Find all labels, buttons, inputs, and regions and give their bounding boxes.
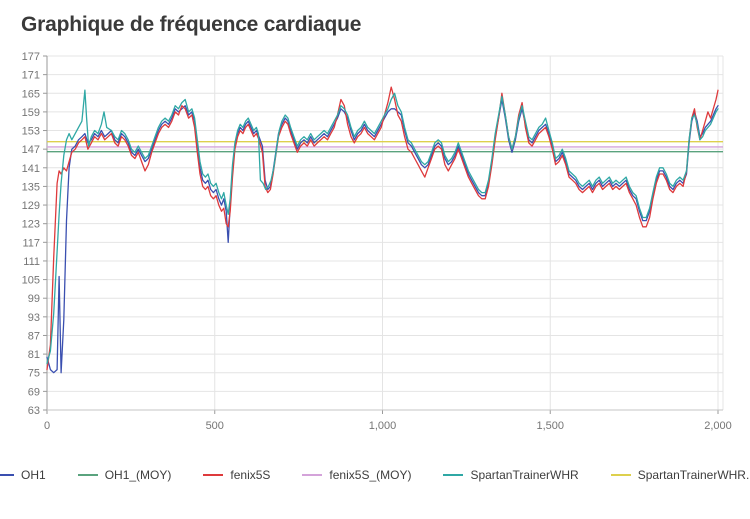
ytick-label-177: 177	[22, 51, 40, 63]
legend-item-fenix5s[interactable]: fenix5S	[203, 468, 270, 482]
legend-swatch-oh1-moy	[77, 474, 98, 476]
ytick-label-63: 63	[28, 405, 40, 417]
ytick-label-75: 75	[28, 368, 40, 380]
legend-label-fenix5s-moy: fenix5S_(MOY)	[329, 468, 412, 482]
legend-label-oh1: OH1	[21, 468, 46, 482]
legend-swatch-fenix5s	[203, 474, 224, 476]
legend-item-fenix5s-moy[interactable]: fenix5S_(MOY)	[302, 468, 411, 482]
legend-swatch-fenix5s-moy	[302, 474, 323, 476]
ytick-label-93: 93	[28, 312, 40, 324]
legend: OH1 OH1_(MOY) fenix5S fenix5S_(MOY) Spar…	[0, 468, 750, 482]
legend-label-spartantrainerwhr-moy: SpartanTrainerWHR...	[637, 468, 750, 482]
series-line-fenix5S	[46, 86, 719, 371]
legend-item-spartantrainerwhr-moy[interactable]: SpartanTrainerWHR...	[610, 468, 750, 482]
ytick-label-69: 69	[28, 386, 40, 398]
ytick-label-129: 129	[22, 200, 40, 212]
ytick-label-159: 159	[22, 107, 40, 119]
legend-label-fenix5s: fenix5S	[230, 468, 271, 482]
legend-item-spartantrainerwhr[interactable]: SpartanTrainerWHR	[443, 468, 579, 482]
ytick-label-111: 111	[23, 256, 40, 268]
page-title: Graphique de fréquence cardiaque	[21, 13, 362, 36]
legend-label-oh1-moy: OH1_(MOY)	[104, 468, 172, 482]
legend-swatch-spartantrainerwhr-moy	[610, 474, 631, 476]
heart-rate-chart: 63 69 75 81 87 93 99 105 111 117 123 129 135 141 147 15…	[0, 46, 750, 440]
ytick-label-117: 117	[22, 237, 40, 249]
xtick-label-1000: 1,000	[369, 420, 397, 432]
series-line-SpartanTrainerWHR	[46, 89, 719, 365]
ytick-label-135: 135	[22, 181, 40, 193]
chart-canvas: 63 69 75 81 87 93 99 105 111 117 123 129 135 141 147 15…	[22, 51, 732, 432]
series-line-OH1	[46, 98, 719, 374]
ytick-label-165: 165	[22, 88, 40, 100]
legend-label-spartantrainerwhr: SpartanTrainerWHR	[470, 468, 579, 482]
xtick-label-1500: 1,500	[536, 420, 564, 432]
legend-item-oh1[interactable]: OH1	[0, 468, 46, 482]
xtick-label-500: 500	[206, 420, 224, 432]
xtick-label-0: 0	[44, 420, 50, 432]
legend-item-oh1-moy[interactable]: OH1_(MOY)	[77, 468, 172, 482]
ytick-label-147: 147	[22, 144, 40, 156]
ytick-label-141: 141	[22, 163, 40, 175]
legend-swatch-oh1	[0, 474, 15, 476]
ytick-label-123: 123	[22, 219, 40, 231]
ytick-label-171: 171	[22, 70, 40, 82]
ytick-label-105: 105	[22, 275, 40, 287]
xtick-label-2000: 2,000	[704, 420, 732, 432]
ytick-label-99: 99	[28, 293, 40, 305]
ytick-label-81: 81	[28, 349, 40, 361]
ytick-label-87: 87	[28, 330, 40, 342]
legend-swatch-spartantrainerwhr	[443, 474, 464, 476]
ytick-label-153: 153	[22, 126, 40, 138]
